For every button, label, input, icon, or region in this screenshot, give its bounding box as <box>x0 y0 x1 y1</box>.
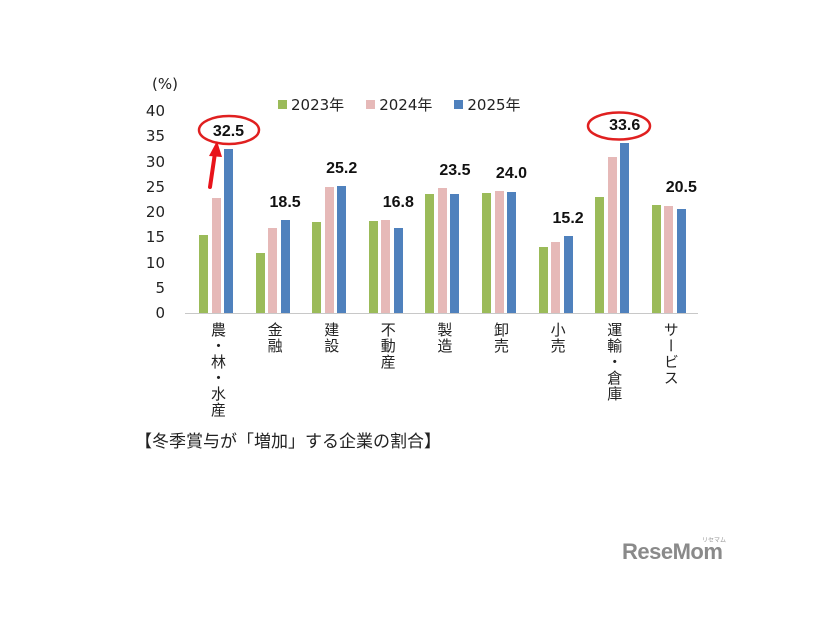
bar-2025年 <box>507 191 516 313</box>
y-tick-label: 40 <box>145 102 165 120</box>
bar-2024年 <box>437 188 447 313</box>
data-label: 20.5 <box>665 178 697 196</box>
category-label: 建設 <box>322 322 341 354</box>
bar-2024年 <box>551 241 561 313</box>
category-label: 製造 <box>435 322 454 354</box>
data-label: 24.0 <box>495 164 528 182</box>
data-label: 15.2 <box>552 210 584 228</box>
y-tick-label: 0 <box>155 304 165 322</box>
bar-2024年 <box>324 186 334 313</box>
y-tick-label: 35 <box>145 127 165 146</box>
y-tick-label: 15 <box>145 228 165 247</box>
legend-label-2023: 2023年 <box>291 96 345 114</box>
bar-2024年 <box>664 205 674 313</box>
bar-2023年 <box>538 246 548 313</box>
resemom-logo: ReseMom <box>622 539 723 564</box>
data-label: 33.6 <box>609 117 641 135</box>
y-axis-unit: (%) <box>152 75 178 93</box>
category-label: 運輸・倉庫 <box>605 322 624 402</box>
legend-label-2025: 2025年 <box>467 96 521 114</box>
legend-item-2023: 2023年 <box>278 94 344 115</box>
y-tick-label: 30 <box>145 152 165 171</box>
data-label: 23.5 <box>439 162 471 180</box>
bar-2024年 <box>381 220 391 313</box>
bar-2024年 <box>268 228 278 313</box>
bar-2023年 <box>651 204 661 313</box>
category-label: サービス <box>661 322 680 386</box>
bar-2023年 <box>312 222 322 313</box>
y-tick-label: 20 <box>145 203 165 221</box>
bar-2025年 <box>280 219 290 313</box>
bar-2024年 <box>211 197 221 313</box>
chart-caption: 【冬季賞与が「増加」する企業の割合】 <box>135 432 441 452</box>
category-label: 卸売 <box>492 322 510 354</box>
bar-2025年 <box>450 194 460 313</box>
data-label: 32.5 <box>212 122 245 140</box>
category-label: 金融 <box>265 322 284 354</box>
bar-2024年 <box>607 157 617 313</box>
bar-2025年 <box>676 209 686 313</box>
legend-swatch-2025 <box>454 100 464 109</box>
bar-2025年 <box>393 228 403 313</box>
x-axis-line <box>185 313 698 314</box>
y-tick-label: 5 <box>155 278 165 297</box>
bar-2025年 <box>620 143 630 313</box>
bar-2023年 <box>255 252 265 313</box>
legend-swatch-2023 <box>278 100 287 109</box>
bar-2023年 <box>425 194 435 313</box>
data-label: 16.8 <box>382 194 414 212</box>
data-label: 18.5 <box>269 193 301 211</box>
bar-2025年 <box>224 148 233 313</box>
bar-2024年 <box>494 190 504 313</box>
category-label: 不動産 <box>378 322 397 370</box>
bar-2023年 <box>482 193 491 313</box>
bar-2023年 <box>595 197 605 313</box>
bar-2025年 <box>337 185 347 313</box>
legend-label-2024: 2024年 <box>379 96 433 114</box>
category-label: 農・林・水産 <box>209 322 227 418</box>
bar-2023年 <box>368 221 378 313</box>
category-label: 小売 <box>548 322 567 354</box>
legend-item-2024: 2024年 <box>366 94 432 115</box>
legend: 2023年 2024年 2025年 <box>278 94 521 115</box>
data-label: 25.2 <box>326 159 358 177</box>
y-tick-label: 25 <box>145 177 165 196</box>
legend-item-2025: 2025年 <box>454 94 521 115</box>
bar-2025年 <box>563 236 573 313</box>
legend-swatch-2024 <box>366 100 376 109</box>
red-arrow-icon <box>208 141 222 189</box>
bar-2023年 <box>199 235 208 313</box>
y-tick-label: 10 <box>145 253 165 272</box>
resemom-logo-sub: リセマム <box>702 537 727 544</box>
